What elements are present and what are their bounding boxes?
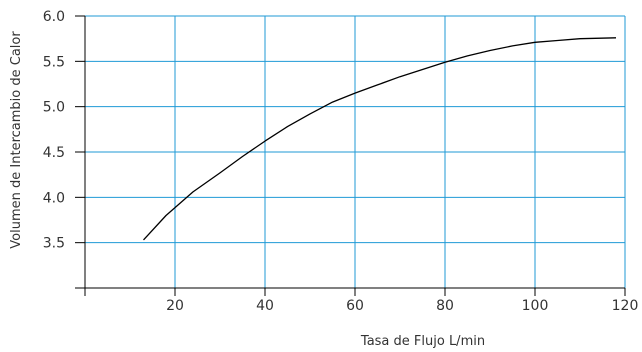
y-tick-label: 6.0 [43, 9, 65, 25]
x-tick-label: 120 [612, 298, 639, 314]
axes [75, 15, 626, 296]
y-tick-label: 3.5 [43, 236, 65, 252]
x-axis-ticks: 20 40 60 80 100 120 [166, 298, 638, 314]
y-tick-label: 5.0 [43, 100, 65, 116]
x-tick-label: 60 [346, 298, 364, 314]
y-tick-label: 5.5 [43, 54, 65, 70]
y-axis-ticks: 3.5 4.0 4.5 5.0 5.5 6.0 [43, 9, 65, 252]
series-line [143, 37, 617, 241]
x-tick-label: 40 [256, 298, 274, 314]
y-axis-label: Volumen de Intercambio de Calor [9, 31, 24, 249]
y-tick-label: 4.5 [43, 145, 65, 161]
x-tick-label: 100 [522, 298, 549, 314]
y-tick-label: 4.0 [43, 190, 65, 206]
x-tick-label: 20 [166, 298, 184, 314]
x-axis-label: Tasa de Flujo L/min [360, 334, 485, 349]
series-layer [143, 37, 617, 241]
x-tick-label: 80 [436, 298, 454, 314]
grid [85, 15, 626, 288]
